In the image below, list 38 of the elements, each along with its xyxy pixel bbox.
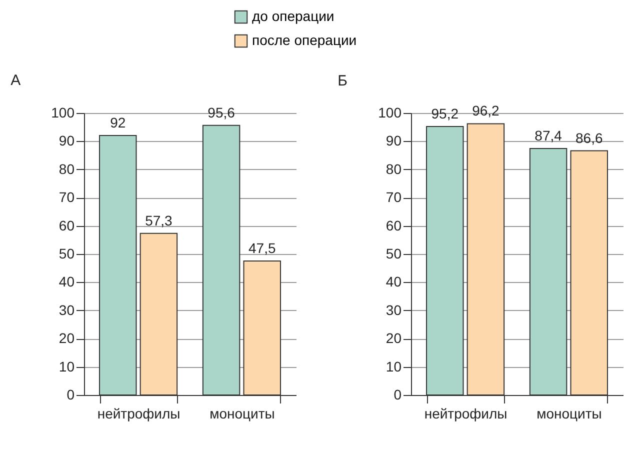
data-label: 57,3 — [145, 212, 173, 228]
y-tick-label: 50 — [58, 246, 75, 262]
y-tick-label: 100 — [378, 104, 402, 120]
y-tick-label: 20 — [386, 330, 402, 346]
data-label: 86,6 — [575, 130, 603, 146]
y-tick-label: 80 — [386, 160, 402, 177]
y-tick-label: 30 — [386, 302, 402, 318]
y-tick-label: 100 — [51, 104, 75, 120]
y-tick-label: 10 — [386, 358, 402, 374]
data-label: 87,4 — [534, 128, 562, 144]
y-tick-label: 80 — [58, 160, 75, 177]
y-tick-label: 20 — [58, 330, 75, 346]
data-label: 92 — [110, 114, 126, 131]
y-tick-label: 70 — [58, 189, 75, 206]
y-tick-label: 70 — [386, 189, 402, 206]
data-label: 96,2 — [472, 102, 500, 119]
x-tick-label: нейтрофилы — [424, 406, 508, 422]
legend-label: после операции — [252, 32, 357, 48]
chart-title: А — [10, 72, 21, 89]
y-tick-label: 60 — [386, 217, 402, 234]
y-tick-label: 30 — [58, 302, 75, 318]
y-tick-label: 10 — [58, 358, 75, 374]
x-tick-label: нейтрофилы — [97, 406, 180, 422]
y-tick-label: 40 — [58, 274, 75, 290]
chart-title: Б — [338, 72, 348, 90]
y-tick-label: 90 — [58, 132, 75, 149]
y-tick-label: 60 — [58, 217, 75, 234]
y-tick-label: 0 — [66, 386, 75, 402]
data-label: 95,6 — [208, 104, 236, 120]
x-tick-label: моноциты — [536, 406, 602, 422]
data-label: 47,5 — [248, 240, 276, 256]
y-tick-label: 40 — [386, 274, 402, 290]
y-tick-label: 50 — [386, 246, 402, 262]
data-label: 95,2 — [431, 106, 459, 122]
y-tick-label: 90 — [386, 132, 402, 149]
x-tick-label: моноциты — [210, 406, 275, 422]
y-tick-label: 0 — [394, 386, 402, 402]
legend-label: до операции — [252, 8, 334, 24]
